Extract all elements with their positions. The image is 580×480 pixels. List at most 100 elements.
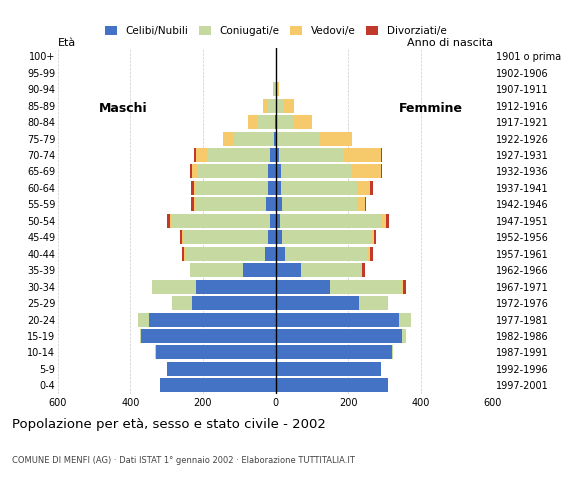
Bar	[248, 115, 256, 129]
Bar	[301, 263, 361, 277]
Bar	[156, 346, 276, 360]
Bar	[276, 98, 284, 113]
Bar	[190, 263, 243, 277]
Bar	[284, 98, 295, 113]
Bar	[182, 230, 183, 244]
Bar	[148, 312, 276, 326]
Bar	[167, 362, 276, 376]
Bar	[280, 214, 382, 228]
Bar	[234, 132, 274, 145]
Bar	[365, 197, 367, 211]
Bar	[140, 329, 142, 343]
Bar	[168, 214, 171, 228]
Bar	[171, 214, 172, 228]
Bar	[370, 247, 372, 261]
Bar	[277, 132, 319, 145]
Bar	[151, 280, 152, 294]
Bar	[319, 132, 351, 145]
Bar	[194, 197, 196, 211]
Bar	[380, 165, 382, 179]
Bar	[268, 181, 276, 195]
Bar	[392, 346, 393, 360]
Text: Femmine: Femmine	[400, 102, 463, 115]
Bar	[206, 148, 270, 162]
Text: Anno di nascita: Anno di nascita	[407, 38, 493, 48]
Bar	[351, 165, 380, 179]
Bar	[192, 296, 276, 310]
Bar	[368, 247, 370, 261]
Bar	[276, 362, 380, 376]
Legend: Celibi/Nubili, Coniugati/e, Vedovi/e, Divorziati/e: Celibi/Nubili, Coniugati/e, Vedovi/e, Di…	[100, 22, 451, 40]
Bar	[382, 214, 386, 228]
Bar	[223, 132, 234, 145]
Bar	[192, 165, 198, 179]
Bar	[276, 132, 277, 145]
Bar	[292, 115, 313, 129]
Bar	[266, 197, 276, 211]
Bar	[243, 263, 276, 277]
Bar	[279, 148, 345, 162]
Bar	[370, 181, 372, 195]
Bar	[191, 197, 194, 211]
Bar	[276, 329, 403, 343]
Bar	[160, 378, 276, 392]
Bar	[194, 181, 196, 195]
Bar	[276, 148, 279, 162]
Bar	[190, 165, 192, 179]
Bar	[172, 296, 192, 310]
Bar	[362, 263, 365, 277]
Bar	[281, 181, 357, 195]
Bar	[268, 98, 276, 113]
Bar	[142, 329, 276, 343]
Bar	[276, 115, 292, 129]
Bar	[268, 230, 276, 244]
Bar	[371, 230, 374, 244]
Bar	[276, 280, 330, 294]
Bar	[196, 197, 266, 211]
Bar	[276, 165, 281, 179]
Bar	[276, 214, 280, 228]
Bar	[182, 247, 184, 261]
Bar	[276, 197, 282, 211]
Bar	[256, 115, 275, 129]
Bar	[276, 181, 281, 195]
Bar	[380, 148, 382, 162]
Bar	[185, 247, 264, 261]
Bar	[274, 82, 276, 96]
Bar	[196, 181, 268, 195]
Bar	[268, 165, 276, 179]
Bar	[403, 280, 406, 294]
Bar	[273, 82, 274, 96]
Bar	[264, 247, 276, 261]
Bar	[403, 329, 406, 343]
Text: Età: Età	[58, 38, 76, 48]
Bar	[152, 280, 196, 294]
Bar	[194, 148, 196, 162]
Bar	[172, 214, 270, 228]
Bar	[276, 312, 399, 326]
Bar	[183, 230, 268, 244]
Bar	[386, 214, 389, 228]
Bar	[276, 346, 392, 360]
Bar	[196, 280, 276, 294]
Bar	[196, 148, 206, 162]
Bar	[155, 346, 156, 360]
Bar	[276, 263, 301, 277]
Bar	[274, 132, 276, 145]
Bar	[359, 296, 388, 310]
Bar	[138, 312, 148, 326]
Bar	[184, 247, 185, 261]
Text: Maschi: Maschi	[99, 102, 147, 115]
Bar	[276, 247, 285, 261]
Bar	[276, 230, 282, 244]
Bar	[180, 230, 182, 244]
Bar	[277, 82, 279, 96]
Bar	[263, 98, 268, 113]
Bar	[276, 296, 359, 310]
Bar	[399, 312, 411, 326]
Bar	[270, 148, 276, 162]
Bar	[198, 165, 268, 179]
Bar	[276, 82, 277, 96]
Bar	[276, 378, 388, 392]
Bar	[282, 197, 358, 211]
